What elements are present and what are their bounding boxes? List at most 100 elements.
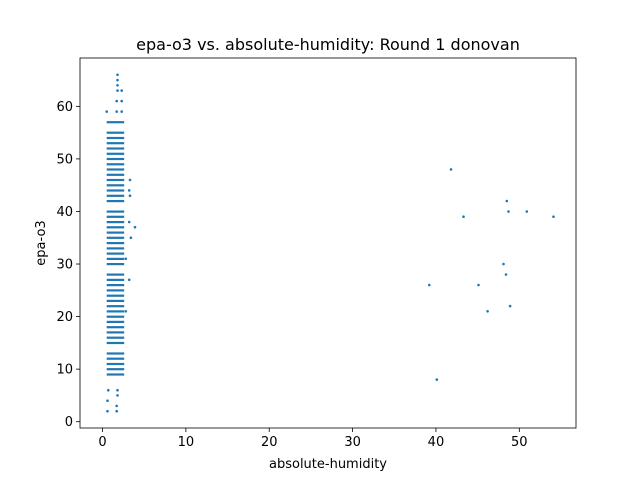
- data-band-row: [106, 136, 125, 140]
- data-point: [552, 215, 555, 218]
- data-point: [107, 388, 110, 392]
- data-band-row: [106, 131, 125, 134]
- data-band-row: [106, 299, 125, 302]
- data-point: [124, 257, 128, 261]
- data-point: [120, 110, 123, 113]
- data-point: [115, 99, 118, 103]
- y-axis-label: epa-o3: [34, 220, 49, 265]
- chart-title: epa-o3 vs. absolute-humidity: Round 1 do…: [136, 35, 520, 54]
- data-point: [116, 89, 119, 92]
- data-point: [120, 89, 123, 92]
- data-point: [106, 409, 109, 413]
- data-point: [477, 283, 480, 287]
- data-band-row: [106, 236, 125, 239]
- data-band-row: [106, 315, 125, 318]
- data-point: [116, 388, 119, 392]
- y-tick-label: 20: [56, 310, 73, 325]
- data-band-row: [106, 121, 125, 124]
- y-tick-label: 30: [56, 258, 73, 273]
- data-point: [508, 304, 512, 308]
- data-band-row: [106, 326, 125, 329]
- data-point: [116, 78, 119, 82]
- data-point: [502, 262, 505, 266]
- data-band-row: [106, 273, 125, 276]
- data-point: [120, 99, 123, 103]
- data-band-row: [106, 341, 125, 345]
- data-point: [133, 225, 137, 229]
- x-tick-label: 40: [428, 435, 445, 450]
- y-axis-ticks: 0 10 20 30 40 50 60: [56, 100, 80, 430]
- data-band-row: [106, 331, 125, 334]
- data-band-row: [106, 147, 125, 150]
- data-point: [462, 215, 465, 218]
- y-tick-label: 60: [56, 100, 73, 115]
- x-tick-label: 0: [98, 435, 106, 450]
- data-point: [504, 273, 508, 276]
- data-band-row: [106, 215, 125, 218]
- data-point: [128, 194, 132, 197]
- data-band-row: [106, 352, 125, 355]
- data-band-row: [106, 157, 125, 161]
- data-band-row: [106, 189, 125, 192]
- data-band-row: [106, 163, 125, 166]
- data-band-row: [106, 284, 125, 287]
- data-point: [124, 310, 128, 313]
- x-axis-ticks: 0 10 20 30 40 50: [98, 428, 528, 450]
- x-axis-label: absolute-humidity: [269, 457, 387, 472]
- data-band-row: [106, 173, 125, 176]
- data-point: [115, 110, 118, 113]
- data-point: [127, 278, 131, 282]
- data-band-row: [106, 210, 125, 213]
- data-band-row: [106, 242, 125, 245]
- y-tick-label: 10: [56, 363, 73, 378]
- data-point: [449, 168, 453, 171]
- data-point: [116, 73, 119, 77]
- y-tick-label: 0: [65, 415, 73, 430]
- data-band-row: [106, 289, 125, 292]
- data-band-row: [106, 168, 125, 171]
- data-point: [525, 210, 529, 213]
- data-band-row: [106, 368, 125, 371]
- x-tick-label: 50: [511, 435, 528, 450]
- data-points: [105, 73, 555, 413]
- data-band-row: [106, 294, 125, 297]
- data-point: [507, 210, 510, 213]
- data-band-row: [106, 221, 125, 224]
- data-point: [129, 236, 133, 239]
- data-band-row: [106, 362, 125, 366]
- data-band-row: [106, 247, 125, 250]
- data-band-row: [106, 226, 125, 229]
- data-band-row: [106, 336, 125, 339]
- data-point: [128, 178, 132, 182]
- plot-frame: [79, 57, 577, 429]
- data-point: [106, 399, 109, 403]
- x-tick-label: 30: [344, 435, 361, 450]
- x-tick-label: 20: [261, 435, 278, 450]
- data-point: [116, 394, 119, 397]
- data-point: [115, 404, 118, 408]
- y-tick-label: 40: [56, 205, 73, 220]
- data-band-row: [106, 320, 125, 323]
- data-band-row: [106, 184, 125, 187]
- data-band-row: [106, 310, 125, 313]
- data-band-row: [106, 278, 125, 281]
- data-point: [105, 110, 108, 113]
- x-tick-label: 10: [178, 435, 195, 450]
- data-band-row: [106, 373, 125, 376]
- data-band-row: [106, 142, 125, 145]
- data-point: [127, 220, 131, 224]
- data-point: [486, 310, 489, 313]
- data-band-row: [106, 305, 125, 308]
- data-band-row: [106, 257, 125, 260]
- data-band-row: [106, 178, 125, 182]
- data-point: [116, 84, 119, 87]
- data-band-row: [106, 152, 125, 155]
- y-tick-label: 50: [56, 152, 73, 167]
- data-point: [505, 199, 509, 203]
- data-point: [127, 189, 131, 192]
- data-band-row: [106, 263, 125, 266]
- data-band-row: [106, 231, 125, 234]
- data-band-row: [106, 252, 125, 255]
- data-band-row: [106, 357, 125, 360]
